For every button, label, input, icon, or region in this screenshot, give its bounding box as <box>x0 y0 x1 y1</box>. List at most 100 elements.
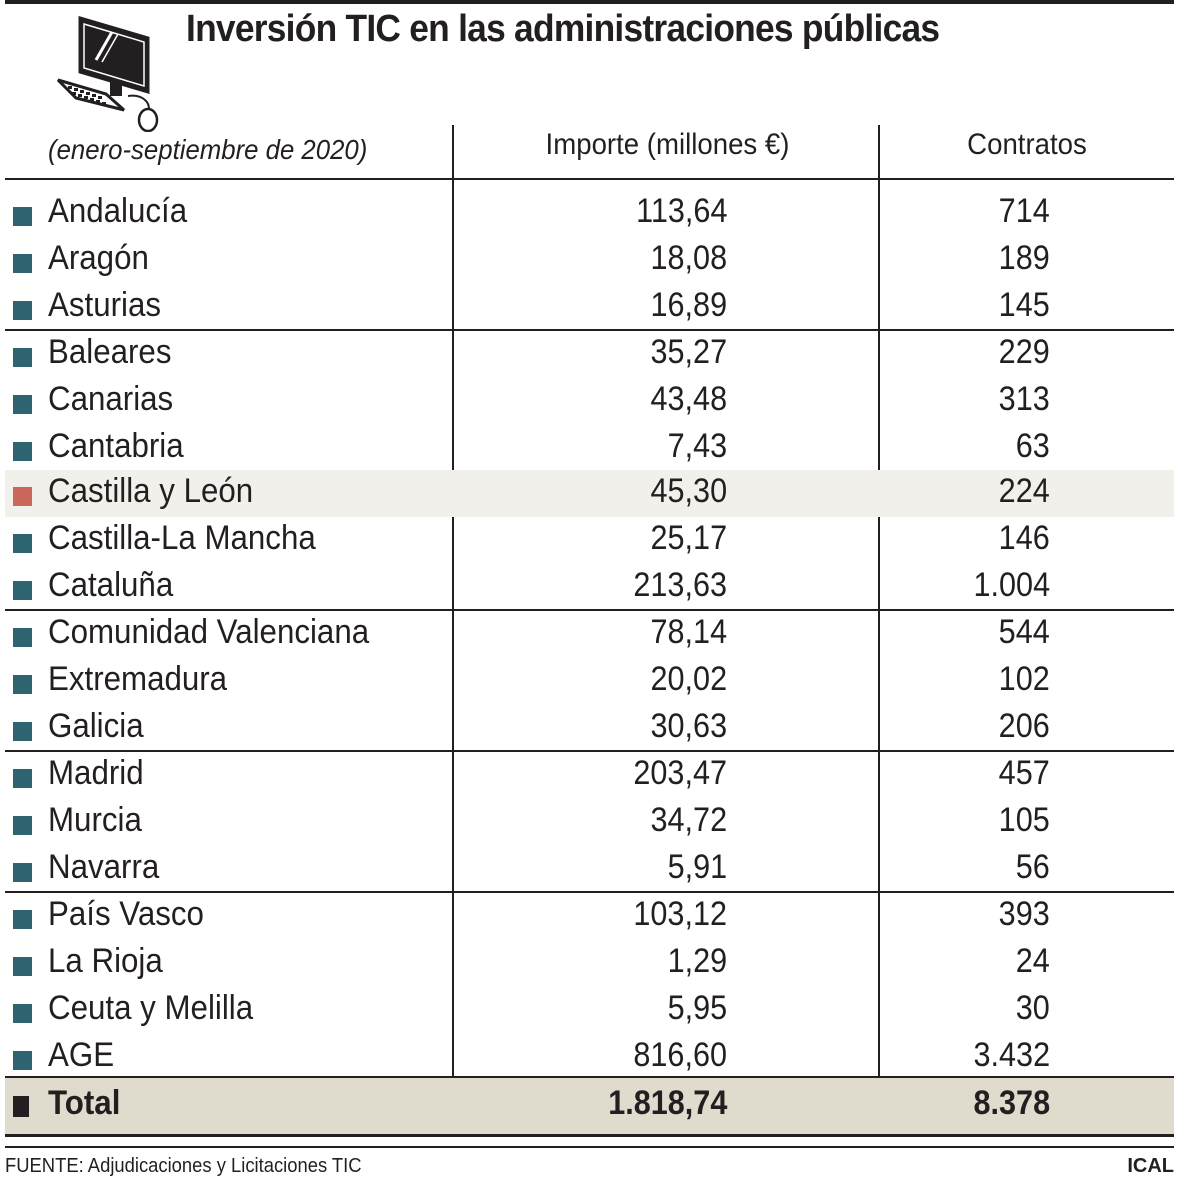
contratos-value: 224 <box>998 472 1050 510</box>
region-name: Cantabria <box>48 427 184 465</box>
region-name: Castilla y León <box>48 472 254 510</box>
table-row: Castilla-La Mancha 25,17 146 <box>5 517 1174 564</box>
contratos-value: 146 <box>998 519 1050 557</box>
region-name: Extremadura <box>48 660 228 698</box>
total-label: Total <box>48 1084 121 1122</box>
square-marker-icon <box>13 207 32 226</box>
contratos-value: 189 <box>998 239 1050 277</box>
region-name: Madrid <box>48 754 144 792</box>
table-row: País Vasco 103,12 393 <box>5 893 1174 940</box>
contratos-value: 63 <box>1015 427 1050 465</box>
importe-value: 30,63 <box>650 707 727 745</box>
table-row: Comunidad Valenciana 78,14 544 <box>5 611 1174 658</box>
importe-value: 113,64 <box>635 192 727 230</box>
region-name: Cataluña <box>48 566 174 604</box>
region-name: Murcia <box>48 801 142 839</box>
importe-value: 203,47 <box>633 754 727 792</box>
top-rule <box>5 0 1174 4</box>
square-marker-icon <box>13 1096 29 1117</box>
brand-credit: ICAL <box>1127 1155 1174 1177</box>
region-name: Galicia <box>48 707 144 745</box>
square-marker-icon <box>13 910 32 929</box>
importe-value: 213,63 <box>633 566 727 604</box>
table-row: Aragón 18,08 189 <box>5 237 1174 284</box>
column-divider-1 <box>452 125 454 1135</box>
contratos-value: 56 <box>1015 848 1050 886</box>
total-importe: 1.818,74 <box>607 1084 727 1122</box>
importe-value: 78,14 <box>650 613 727 651</box>
table-row: Cantabria 7,43 63 <box>5 425 1174 472</box>
importe-value: 25,17 <box>650 519 727 557</box>
group-separator <box>5 609 1174 611</box>
table-row: Navarra 5,91 56 <box>5 846 1174 893</box>
table-row: AGE 816,60 3.432 <box>5 1034 1174 1081</box>
source-note: FUENTE: Adjudicaciones y Licitaciones TI… <box>5 1155 362 1177</box>
square-marker-icon <box>13 1004 32 1023</box>
square-marker-icon <box>13 628 32 647</box>
total-contratos: 8.378 <box>973 1084 1050 1122</box>
region-name: Aragón <box>48 239 149 277</box>
square-marker-icon <box>13 581 32 600</box>
footer-rule <box>5 1146 1174 1148</box>
contratos-value: 313 <box>998 380 1050 418</box>
contratos-value: 105 <box>998 801 1050 839</box>
table-row: Castilla y León 45,30 224 <box>5 470 1174 517</box>
contratos-value: 102 <box>998 660 1050 698</box>
table-row: Asturias 16,89 145 <box>5 284 1174 331</box>
square-marker-icon <box>13 722 32 741</box>
square-marker-icon <box>13 348 32 367</box>
chart-title: Inversión TIC en las administraciones pú… <box>186 8 940 50</box>
square-marker-icon <box>13 863 32 882</box>
period-subtitle: (enero-septiembre de 2020) <box>48 134 368 165</box>
table-row: Extremadura 20,02 102 <box>5 658 1174 705</box>
region-name: Castilla-La Mancha <box>48 519 316 557</box>
table-row: Baleares 35,27 229 <box>5 331 1174 378</box>
square-marker-icon <box>13 769 32 788</box>
table-bottom-rule <box>5 1134 1174 1137</box>
importe-value: 103,12 <box>633 895 727 933</box>
contratos-value: 1.004 <box>973 566 1050 604</box>
region-name: Comunidad Valenciana <box>48 613 370 651</box>
contratos-value: 714 <box>998 192 1050 230</box>
table-row: La Rioja 1,29 24 <box>5 940 1174 987</box>
table-row: Murcia 34,72 105 <box>5 799 1174 846</box>
importe-value: 1,29 <box>667 942 727 980</box>
importe-value: 43,48 <box>650 380 727 418</box>
region-name: Canarias <box>48 380 174 418</box>
table-row: Madrid 203,47 457 <box>5 752 1174 799</box>
region-name: País Vasco <box>48 895 204 933</box>
contratos-value: 30 <box>1015 989 1050 1027</box>
contratos-value: 145 <box>998 286 1050 324</box>
contratos-value: 393 <box>998 895 1050 933</box>
importe-value: 18,08 <box>650 239 727 277</box>
contratos-value: 544 <box>998 613 1050 651</box>
contratos-value: 229 <box>998 333 1050 371</box>
table-row: Cataluña 213,63 1.004 <box>5 564 1174 611</box>
square-marker-icon <box>13 442 32 461</box>
square-marker-icon <box>13 534 32 553</box>
square-marker-icon <box>13 816 32 835</box>
contratos-value: 206 <box>998 707 1050 745</box>
table-row: Galicia 30,63 206 <box>5 705 1174 752</box>
region-name: Baleares <box>48 333 172 371</box>
region-name: AGE <box>48 1036 115 1074</box>
importe-value: 816,60 <box>633 1036 727 1074</box>
group-separator <box>5 891 1174 893</box>
column-divider-2 <box>878 125 880 1135</box>
region-name: Navarra <box>48 848 160 886</box>
square-marker-icon <box>13 957 32 976</box>
table-row: Canarias 43,48 313 <box>5 378 1174 425</box>
contratos-value: 24 <box>1015 942 1050 980</box>
region-name: La Rioja <box>48 942 163 980</box>
square-marker-icon <box>13 1051 32 1070</box>
importe-value: 20,02 <box>650 660 727 698</box>
importe-value: 34,72 <box>650 801 727 839</box>
square-marker-icon <box>13 395 32 414</box>
region-name: Ceuta y Melilla <box>48 989 254 1027</box>
importe-value: 7,43 <box>667 427 727 465</box>
group-separator <box>5 750 1174 752</box>
column-header-contratos: Contratos <box>967 128 1087 161</box>
total-separator <box>5 1076 1174 1078</box>
table-row: Andalucía 113,64 714 <box>5 190 1174 237</box>
importe-value: 5,95 <box>667 989 727 1027</box>
